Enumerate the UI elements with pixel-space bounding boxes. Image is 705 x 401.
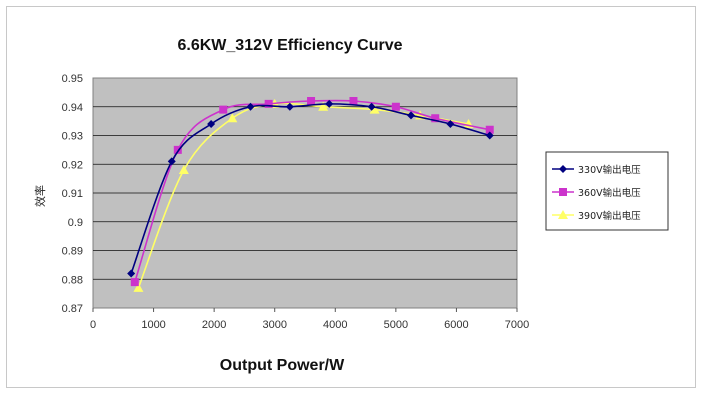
chart-title: 6.6KW_312V Efficiency Curve — [178, 37, 403, 54]
data-point-series-0 — [325, 99, 334, 108]
y-tick-label: 0.88 — [62, 274, 83, 286]
legend-marker-1 — [559, 188, 567, 196]
legend-marker-2 — [558, 210, 568, 219]
data-point-series-0 — [285, 102, 294, 111]
legend-label-0: 330V输出电压 — [578, 164, 641, 176]
data-point-series-1 — [431, 114, 440, 123]
x-axis-label: Output Power/W — [220, 357, 345, 374]
y-tick-label: 0.91 — [62, 188, 83, 200]
data-point-series-0 — [127, 269, 136, 278]
data-point-series-1 — [485, 125, 494, 134]
x-tick-label: 4000 — [323, 319, 347, 331]
data-point-series-0 — [207, 120, 216, 128]
x-tick-label: 2000 — [202, 319, 226, 331]
x-tick-label: 7000 — [505, 319, 529, 331]
data-point-series-0 — [167, 157, 176, 166]
y-tick-label: 0.92 — [62, 159, 83, 171]
y-tick-label: 0.9 — [68, 217, 83, 229]
data-point-series-0 — [246, 102, 255, 111]
data-point-series-1 — [349, 97, 358, 105]
y-axis-label: 效率 — [33, 185, 47, 207]
data-point-series-1 — [173, 145, 182, 154]
data-point-series-0 — [367, 102, 376, 111]
y-tick-label: 0.94 — [62, 102, 83, 114]
data-point-series-0 — [446, 120, 455, 128]
data-point-series-2 — [178, 165, 189, 174]
data-point-series-2 — [369, 104, 380, 114]
data-point-series-1 — [307, 97, 316, 105]
data-point-series-0 — [485, 131, 494, 140]
legend-marker-0 — [559, 165, 567, 173]
series-line-0 — [130, 103, 490, 274]
data-point-series-2 — [318, 101, 329, 111]
data-point-series-1 — [391, 102, 400, 111]
x-tick-label: 0 — [90, 319, 96, 331]
data-point-series-1 — [219, 105, 228, 114]
data-point-series-1 — [130, 278, 139, 287]
data-point-series-2 — [133, 282, 144, 292]
legend-label-1: 360V输出电压 — [578, 187, 641, 199]
x-tick-label: 3000 — [262, 319, 286, 331]
data-point-series-0 — [407, 111, 415, 120]
x-tick-label: 1000 — [141, 319, 165, 331]
y-tick-label: 0.87 — [62, 303, 83, 315]
legend-label-2: 390V输出电压 — [578, 210, 641, 222]
y-tick-label: 0.93 — [62, 131, 83, 143]
y-tick-label: 0.95 — [62, 73, 83, 85]
y-tick-label: 0.89 — [62, 246, 83, 258]
x-tick-label: 6000 — [444, 319, 468, 331]
data-point-series-2 — [227, 113, 238, 123]
x-tick-label: 5000 — [384, 319, 408, 331]
data-point-series-1 — [264, 99, 273, 108]
